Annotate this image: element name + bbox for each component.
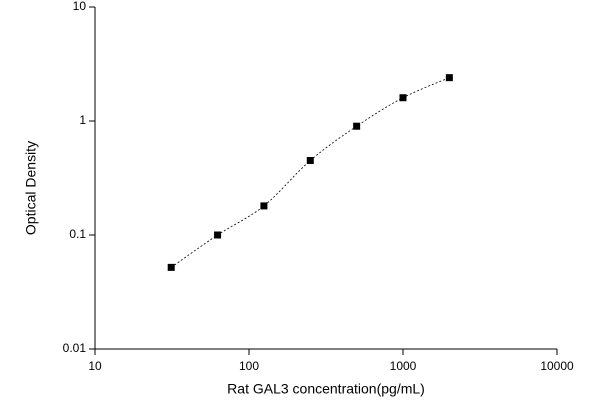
point <box>260 202 268 210</box>
x-tick-label: 100 <box>239 359 259 373</box>
point <box>399 94 407 102</box>
y-tick-label: 10 <box>73 0 87 13</box>
point <box>445 74 453 82</box>
y-tick-label: 1 <box>79 113 86 127</box>
y-axis-title: Optical Density <box>23 141 39 235</box>
y-tick-label: 0.01 <box>63 341 87 355</box>
point <box>306 157 314 165</box>
point <box>214 231 222 239</box>
x-axis-title: Rat GAL3 concentration(pg/mL) <box>227 381 425 397</box>
x-tick-label: 10 <box>88 359 102 373</box>
x-tick-label: 10000 <box>540 359 574 373</box>
point <box>167 263 175 271</box>
y-tick-label: 0.1 <box>69 227 86 241</box>
fit-curve <box>170 77 450 268</box>
point <box>353 122 361 130</box>
x-tick-label: 1000 <box>390 359 417 373</box>
